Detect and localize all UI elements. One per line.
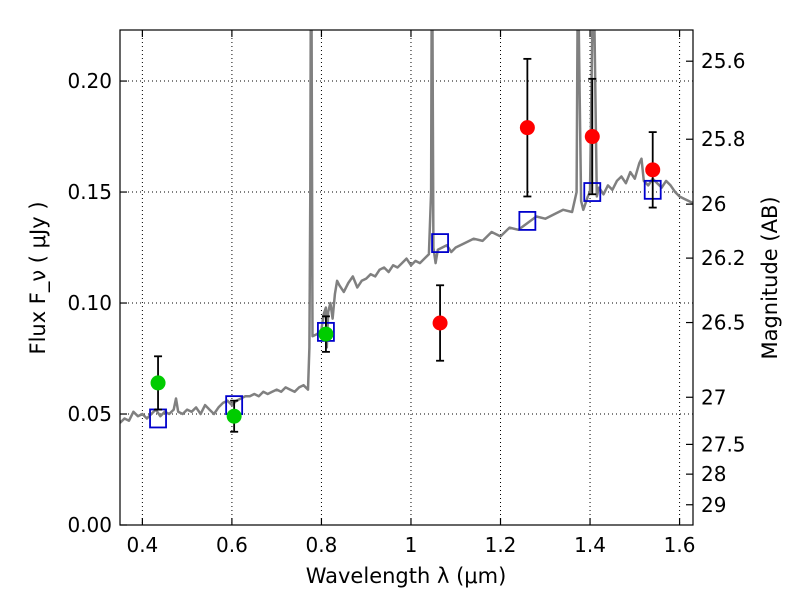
y-tick-label: 0.05: [67, 402, 112, 426]
spectrum-line: [120, 30, 693, 424]
observed-point: [318, 326, 334, 342]
y2-tick-label: 27: [701, 385, 726, 409]
x-tick-label: 0.6: [216, 533, 248, 557]
grid-lines: [120, 30, 693, 526]
y2-tick-label: 26: [701, 192, 726, 216]
model-point: [518, 210, 537, 231]
y2-tick-label: 28: [701, 462, 726, 486]
y-tick-label: 0.20: [67, 69, 112, 93]
observed-point: [519, 120, 535, 136]
y2-tick-label: 26.2: [701, 246, 746, 270]
y-axis-title-text: Flux F_ν ( μJy ): [26, 201, 51, 354]
y-tick-label: 0.10: [67, 291, 112, 315]
y-tick-label: 0.00: [67, 513, 112, 537]
x-axis-title: Wavelength λ (μm): [306, 564, 507, 588]
x-tick-label: 0.4: [126, 533, 158, 557]
y-axis: 0.00 0.05 0.10 0.15 0.20: [67, 69, 127, 537]
y2-tick-label: 26.5: [701, 311, 746, 335]
x-tick-label: 1.6: [664, 533, 696, 557]
y2-tick-label: 25.8: [701, 127, 746, 151]
y2-axis-title: Magnitude (AB): [758, 196, 782, 359]
y2-tick-label: 29: [701, 493, 726, 517]
x-axis: 0.4 0.6 0.8 1 1.2 1.4 1.6: [126, 30, 695, 557]
x-tick-label: 1.4: [574, 533, 606, 557]
data-markers: [149, 57, 662, 433]
observed-point: [226, 408, 242, 424]
model-point: [431, 233, 449, 253]
plot-frame: [119, 29, 694, 526]
y2-tick-label: 27.5: [701, 432, 746, 456]
y2-axis: 25.6 25.8 26 26.2 26.5 27 27.5 28 29: [686, 49, 746, 517]
plot-area: [120, 30, 693, 424]
observed-point: [645, 162, 661, 178]
x-tick-label: 1.2: [485, 533, 517, 557]
observed-point: [432, 315, 448, 331]
x-tick-label: 0.8: [306, 533, 338, 557]
observed-point: [150, 375, 166, 391]
observed-point: [584, 129, 600, 145]
y-tick-label: 0.15: [67, 180, 112, 204]
x-tick-label: 1: [405, 533, 418, 557]
y2-tick-label: 25.6: [701, 49, 746, 73]
y-axis-title: Flux F_ν ( μJy ): [26, 201, 51, 354]
